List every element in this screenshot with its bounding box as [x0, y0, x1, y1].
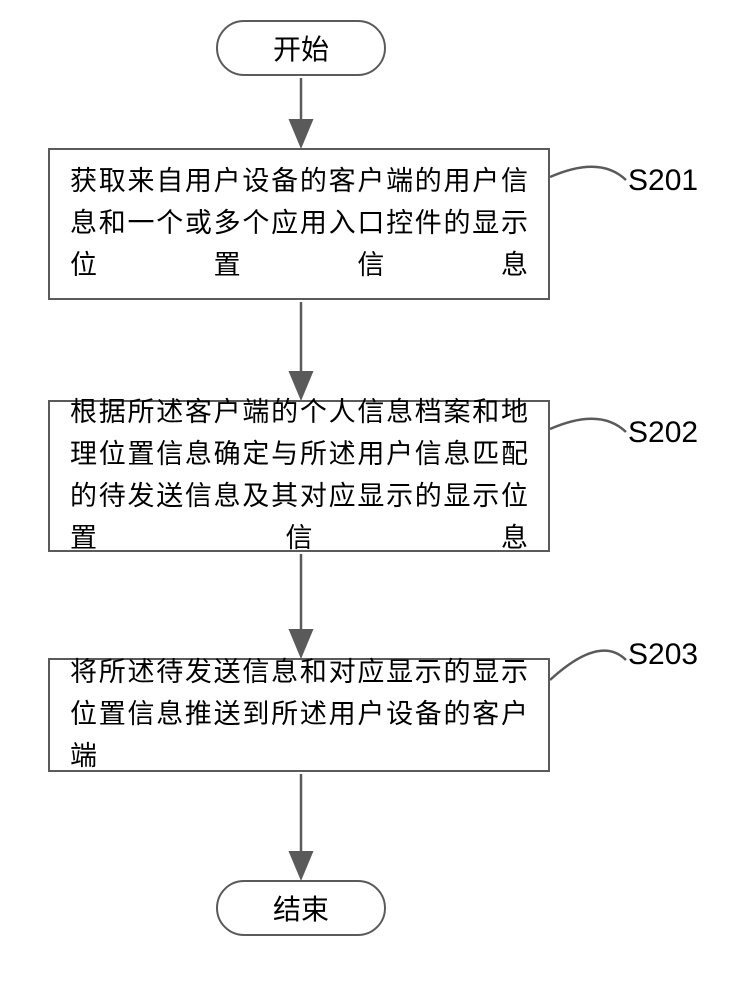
process-s202: 根据所述客户端的个人信息档案和地理位置信息确定与所述用户信息匹配的待发送信息及其…: [48, 400, 550, 552]
step-label-s203: S203: [628, 638, 698, 672]
process-s202-text: 根据所述客户端的个人信息档案和地理位置信息确定与所述用户信息匹配的待发送信息及其…: [70, 392, 528, 559]
start-node: 开始: [216, 20, 386, 76]
flowchart-canvas: 开始 获取来自用户设备的客户端的用户信息和一个或多个应用入口控件的显示位置信息 …: [0, 0, 748, 1000]
process-s203: 将所述待发送信息和对应显示的显示位置信息推送到所述用户设备的客户端: [48, 658, 550, 772]
process-s201: 获取来自用户设备的客户端的用户信息和一个或多个应用入口控件的显示位置信息: [48, 148, 550, 300]
process-s201-text: 获取来自用户设备的客户端的用户信息和一个或多个应用入口控件的显示位置信息: [70, 161, 528, 287]
step-label-s201: S201: [628, 164, 698, 198]
end-node: 结束: [216, 880, 386, 936]
step-label-s202: S202: [628, 416, 698, 450]
start-label: 开始: [273, 28, 329, 68]
end-label: 结束: [273, 888, 329, 928]
process-s203-text: 将所述待发送信息和对应显示的显示位置信息推送到所述用户设备的客户端: [70, 652, 528, 778]
